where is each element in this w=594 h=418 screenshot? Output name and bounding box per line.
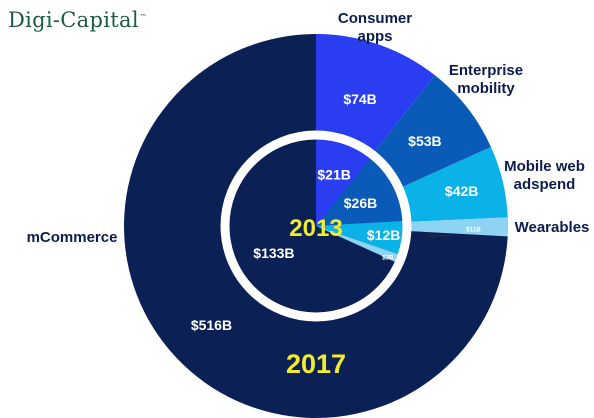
slice-2013-consumer-apps — [316, 135, 373, 226]
value-label-2013-wearables: $3B — [382, 254, 394, 261]
category-label-mobile-web-adspend: Mobile web adspend — [504, 158, 585, 193]
brand-tm: ™ — [139, 13, 148, 21]
slice-2013-mcommerce — [225, 135, 399, 317]
value-label-2017-mcommerce: $516B — [191, 317, 232, 333]
category-label-consumer-apps: Consumer apps — [337, 10, 413, 45]
value-label-2017-consumer-apps: $74B — [343, 91, 376, 107]
value-label-2017-wearables: $11B — [466, 227, 481, 234]
slice-2013-enterprise-mobility — [316, 155, 407, 226]
brand-name: Digi-Capital — [8, 8, 139, 32]
category-label-enterprise-mobility: Enterprise mobility — [448, 62, 524, 97]
credit-text: © Digi-Capital — [425, 233, 450, 238]
value-label-2017-mobile-web-adspend: $42B — [445, 183, 478, 199]
category-label-wearables: Wearables — [514, 219, 590, 236]
inner-slices-2013 — [225, 135, 408, 317]
year-divider-ring — [220, 130, 412, 322]
value-label-2013-mobile-web-adspend: $12B — [367, 227, 400, 243]
slice-2017-wearables — [316, 217, 509, 237]
slice-2013-mobile-web-adspend — [316, 220, 408, 256]
value-label-2013-consumer-apps: $21B — [317, 166, 350, 182]
year-label-2013: 2013 — [289, 215, 342, 242]
value-label-2013-mcommerce: $133B — [253, 245, 294, 261]
slice-2013-wearables — [316, 226, 403, 264]
brand-logo: Digi-Capital™ — [8, 8, 147, 32]
value-label-2013-enterprise-mobility: $26B — [344, 195, 377, 211]
value-label-2017-enterprise-mobility: $53B — [408, 133, 441, 149]
category-label-mcommerce: mCommerce — [26, 229, 118, 246]
year-label-2017: 2017 — [286, 349, 346, 379]
value-labels: $74B $53B $42B $11B $516B $21B $26B $12B $3B $133… — [191, 91, 481, 333]
